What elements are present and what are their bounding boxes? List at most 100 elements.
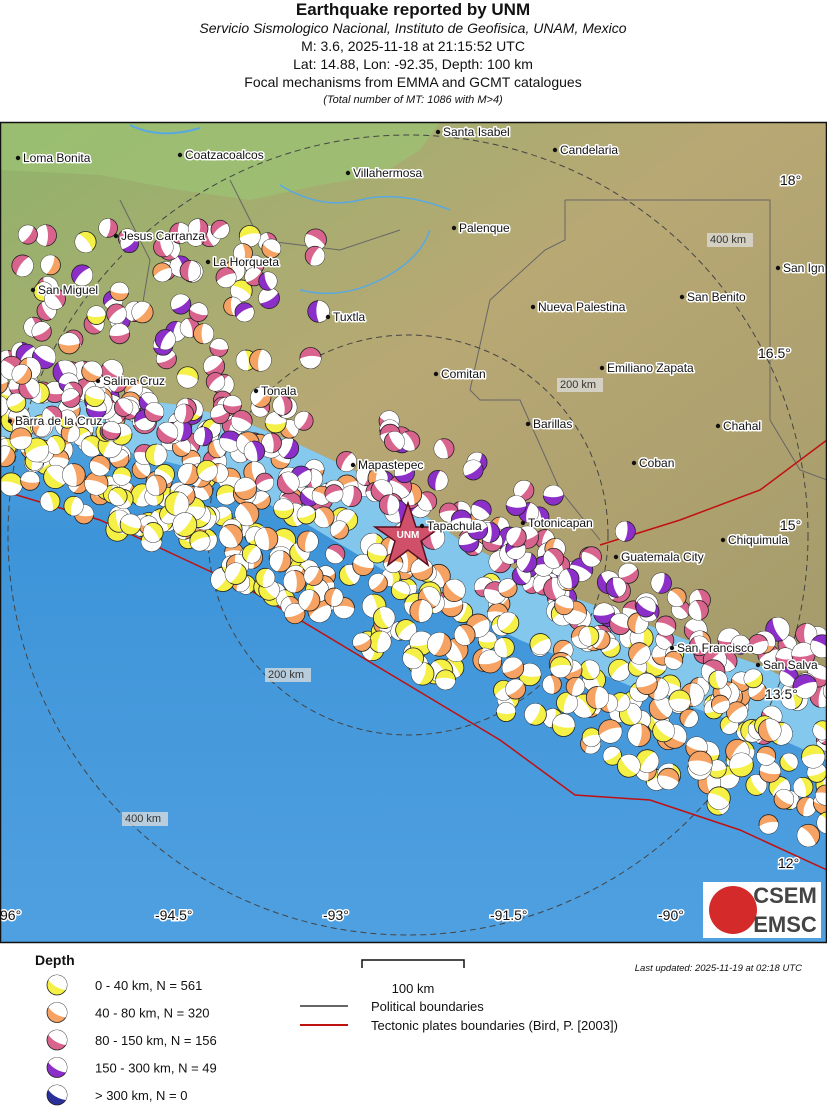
beachball-white bbox=[31, 321, 51, 337]
depth-class-label: 40 - 80 km, N = 320 bbox=[95, 1006, 210, 1021]
beachball-white bbox=[759, 649, 779, 666]
distance-ring bbox=[7, 134, 809, 936]
beachball-white bbox=[626, 703, 642, 725]
place-dot bbox=[599, 365, 605, 371]
beachball-white bbox=[422, 586, 441, 607]
event-line: M: 3.6, 2025-11-18 at 21:15:52 UTC bbox=[301, 38, 525, 54]
place-dot bbox=[552, 147, 558, 153]
beachball-white bbox=[640, 752, 659, 773]
place-label: Coban bbox=[639, 456, 674, 470]
beachball-white bbox=[748, 640, 768, 655]
beachball-white bbox=[451, 517, 472, 530]
beachball-white bbox=[793, 777, 807, 797]
beachball-white bbox=[730, 635, 750, 648]
beachball-white bbox=[526, 502, 539, 523]
beachball-white bbox=[636, 673, 657, 688]
beachball-white bbox=[160, 330, 176, 350]
beachball-white bbox=[46, 465, 67, 485]
place-label: San Ign bbox=[783, 261, 824, 275]
beachball-white bbox=[258, 349, 272, 372]
beachball-white bbox=[84, 479, 108, 495]
beachball-white bbox=[234, 477, 257, 492]
place-label: Chahal bbox=[723, 419, 761, 433]
beachball-white bbox=[190, 537, 210, 551]
beachball-white bbox=[618, 563, 638, 579]
place-label: Villahermosa bbox=[353, 166, 422, 180]
river bbox=[279, 184, 451, 211]
ring-label: 200 km bbox=[268, 669, 304, 681]
beachball-white bbox=[48, 1085, 67, 1100]
beachball-white bbox=[685, 618, 707, 635]
beachball-white bbox=[310, 247, 325, 266]
place-label: Totonicapan bbox=[528, 516, 593, 530]
beachball-white bbox=[402, 652, 423, 669]
place-label: Tapachula bbox=[427, 519, 482, 533]
beachball-white bbox=[392, 581, 410, 595]
beachball-white bbox=[653, 696, 673, 718]
beachball-white bbox=[18, 225, 34, 243]
place-label: Emiliano Zapata bbox=[607, 361, 694, 375]
beachball-white bbox=[262, 568, 275, 588]
beachball-white bbox=[110, 282, 129, 294]
last-updated: Last updated: 2025-11-19 at 02:18 UTC bbox=[635, 963, 802, 974]
place-dot bbox=[525, 421, 531, 427]
beachball-white bbox=[236, 573, 250, 592]
place-dot bbox=[205, 259, 211, 265]
beachball-white bbox=[543, 485, 564, 498]
beachball-white bbox=[582, 734, 601, 747]
place-dot bbox=[345, 170, 351, 176]
beachball-white bbox=[797, 826, 816, 847]
beachball-white bbox=[333, 605, 355, 619]
beachball-white bbox=[471, 504, 490, 521]
beachball-white bbox=[48, 975, 67, 990]
beachball-white bbox=[310, 469, 323, 489]
beachball-white bbox=[543, 550, 560, 569]
beachball-white bbox=[189, 302, 208, 316]
beachball-white bbox=[434, 439, 448, 459]
beachball-white bbox=[542, 675, 555, 694]
place-label: Candelaria bbox=[560, 143, 618, 157]
beachball-white bbox=[708, 760, 727, 771]
place-dot bbox=[451, 225, 457, 231]
beachball-white bbox=[120, 514, 141, 529]
beachball-white bbox=[236, 350, 249, 371]
beachball-white bbox=[518, 663, 541, 677]
beachball-white bbox=[603, 746, 621, 761]
beachball-white bbox=[373, 479, 393, 498]
scale-bar bbox=[361, 959, 465, 968]
beachball-white bbox=[40, 491, 54, 512]
beachball-white bbox=[305, 531, 319, 552]
place-label: Barillas bbox=[533, 417, 572, 431]
place-dot bbox=[530, 304, 536, 310]
beachball-white bbox=[728, 705, 748, 723]
tectonic-boundary bbox=[599, 439, 826, 546]
beachball-white bbox=[559, 568, 572, 589]
scale-label: 100 km bbox=[392, 981, 435, 996]
place-label: Chiquimula bbox=[728, 533, 788, 547]
beachball-white bbox=[6, 393, 25, 408]
beachball-white bbox=[304, 566, 320, 584]
beachball-white bbox=[16, 256, 34, 277]
beachball-white bbox=[352, 633, 371, 646]
beachball-white bbox=[269, 550, 284, 572]
beachball-white bbox=[552, 714, 575, 728]
beachball-white bbox=[631, 645, 651, 665]
beachball-white bbox=[585, 660, 600, 679]
beachball-white bbox=[216, 273, 236, 288]
beachball-white bbox=[236, 307, 254, 322]
beachball-white bbox=[435, 470, 448, 491]
beachball-white bbox=[615, 694, 630, 712]
beachball-white bbox=[581, 551, 601, 567]
beachball-white bbox=[555, 595, 574, 609]
lon-label: -94.5° bbox=[155, 907, 193, 923]
legend-title: Depth bbox=[35, 952, 75, 968]
place-label: San Francisco bbox=[677, 641, 754, 655]
beachball-white bbox=[772, 617, 790, 641]
beachball-white bbox=[10, 436, 32, 450]
beachball-white bbox=[563, 692, 578, 714]
focal-mechanisms bbox=[1, 218, 826, 848]
beachball-white bbox=[67, 424, 80, 443]
beachball-white bbox=[201, 323, 214, 344]
beachball-white bbox=[117, 398, 133, 415]
beachball-white bbox=[550, 664, 571, 678]
